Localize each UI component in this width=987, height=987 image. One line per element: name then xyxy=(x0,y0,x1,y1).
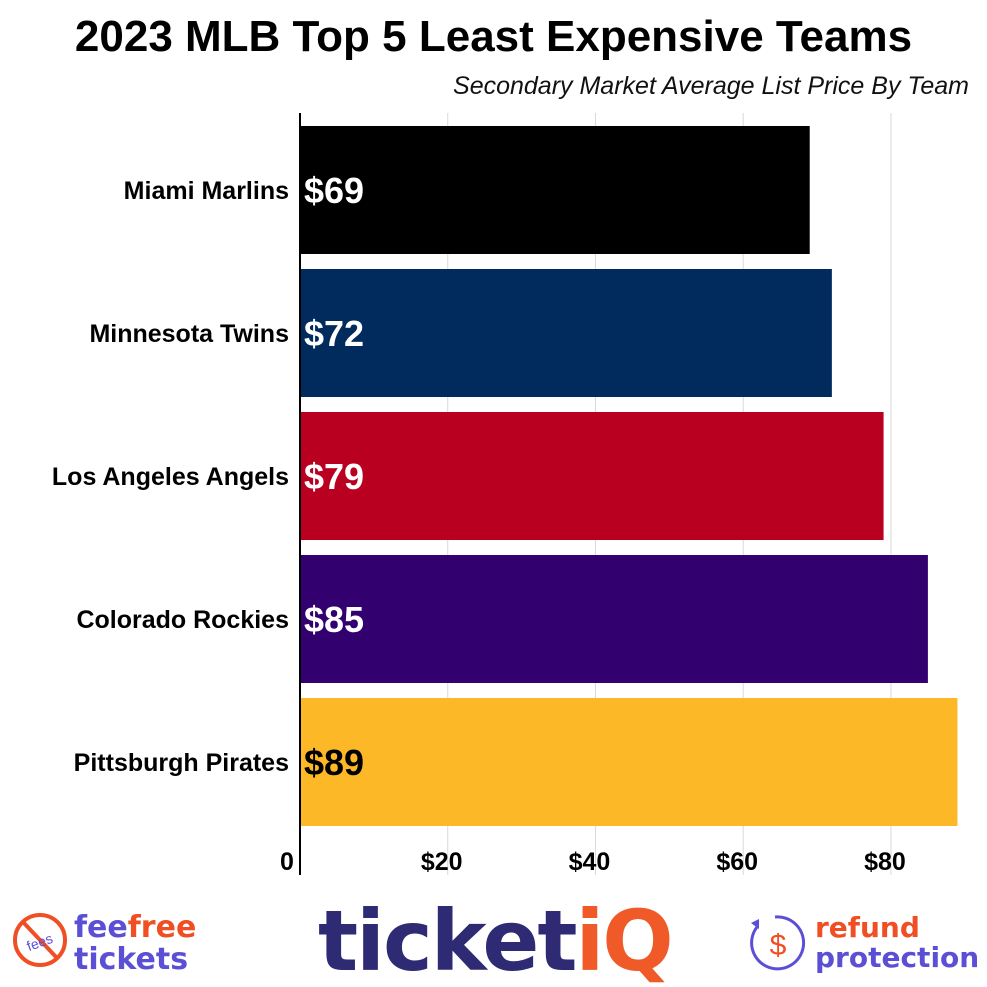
svg-text:refund: refund xyxy=(815,911,920,944)
category-label: Los Angeles Angels xyxy=(52,463,289,491)
x-tick-label: 0 xyxy=(280,848,294,876)
bar xyxy=(300,412,884,540)
bar xyxy=(300,555,928,683)
x-tick-label: $80 xyxy=(864,848,906,876)
svg-text:protection: protection xyxy=(815,941,979,974)
x-tick-label: $60 xyxy=(716,848,758,876)
refund-dollar-icon: $ xyxy=(750,915,806,971)
data-label: $69 xyxy=(304,170,364,211)
data-label: $72 xyxy=(304,313,364,354)
bar xyxy=(300,698,958,826)
chart-subtitle: Secondary Market Average List Price By T… xyxy=(453,72,969,100)
category-label: Miami Marlins xyxy=(124,177,289,205)
data-label: $89 xyxy=(304,742,364,783)
data-label: $79 xyxy=(304,456,364,497)
bar xyxy=(300,269,832,397)
ticketiq-logo: ticketiQ xyxy=(318,895,674,985)
chart-title: 2023 MLB Top 5 Least Expensive Teams xyxy=(74,12,913,61)
x-tick-label: $40 xyxy=(569,848,611,876)
category-label: Pittsburgh Pirates xyxy=(74,749,289,777)
bar xyxy=(300,126,810,254)
svg-text:$: $ xyxy=(770,929,787,962)
bar-chart: 0 $20 $40 $60 $80 $69 Miami Marlins $72 Minnesot… xyxy=(52,113,958,876)
category-label: Minnesota Twins xyxy=(89,320,289,348)
feefree-tickets-logo: fees feefree tickets xyxy=(13,910,196,975)
category-label: Colorado Rockies xyxy=(76,606,289,634)
svg-text:ticketiQ: ticketiQ xyxy=(318,895,672,985)
no-fees-icon: fees xyxy=(13,913,67,967)
svg-text:feefree: feefree xyxy=(74,910,196,945)
data-label: $85 xyxy=(304,599,364,640)
x-tick-label: $20 xyxy=(421,848,463,876)
svg-text:tickets: tickets xyxy=(74,942,188,975)
refund-protection-logo: $ refund protection xyxy=(750,911,979,974)
